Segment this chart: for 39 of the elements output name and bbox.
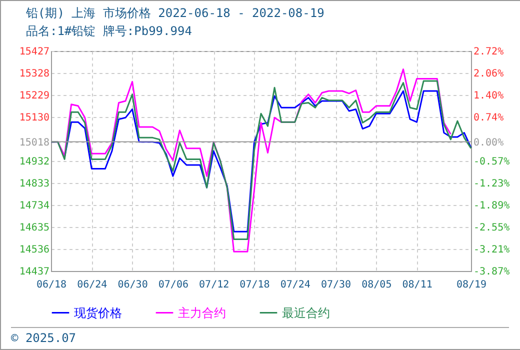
- y-tick-label: 15328: [19, 68, 50, 80]
- y2-tick-label: -3.87%: [474, 266, 510, 278]
- chart-title: 铅(期) 上海 市场价格 2022-06-18 - 2022-08-19: [25, 6, 324, 20]
- x-tick-label: 07/12: [199, 280, 230, 290]
- chart-subtitle: 品名:1#铅锭 牌号:Pb99.994: [26, 24, 192, 38]
- y-tick-label: 14437: [19, 266, 50, 278]
- x-tick-label: 07/06: [158, 280, 188, 290]
- y2-tick-label: 0.74%: [474, 112, 504, 124]
- x-tick-label: 07/18: [240, 280, 270, 290]
- text: © 2025.07: [11, 331, 76, 345]
- y2-tick-label: -1.89%: [474, 200, 510, 212]
- y-tick-label: 14734: [19, 200, 50, 212]
- x-tick-label: 06/24: [77, 280, 108, 290]
- y2-tick-label: 2.06%: [474, 68, 504, 80]
- legend-label: 最近合约: [282, 306, 330, 320]
- y-tick-label: 14833: [19, 178, 50, 190]
- x-tick-label: 07/24: [280, 280, 310, 290]
- y2-tick-label: -3.21%: [474, 244, 510, 256]
- y2-tick-label: -2.55%: [474, 222, 510, 234]
- y2-tick-label: -1.23%: [474, 178, 510, 190]
- x-tick-label: 07/30: [320, 280, 352, 290]
- y-tick-label: 14536: [19, 244, 50, 256]
- y2-tick-label: -0.57%: [474, 156, 510, 168]
- y-tick-label: 15427: [19, 46, 50, 58]
- x-tick-label: 08/19: [456, 280, 487, 290]
- y2-tick-label: 0.00%: [474, 137, 504, 148]
- y-tick-label: 14932: [19, 156, 50, 168]
- legend-label: 现货价格: [74, 306, 122, 320]
- y2-tick-label: 1.40%: [474, 90, 504, 102]
- y-tick-label: 15018: [19, 137, 50, 148]
- y2-tick-label: 2.72%: [474, 46, 504, 58]
- y-tick-label: 14635: [19, 222, 50, 234]
- legend-label: 主力合约: [178, 306, 226, 320]
- y-tick-label: 15229: [19, 90, 50, 102]
- y-tick-label: 15130: [19, 112, 50, 124]
- x-tick-label: 06/18: [36, 280, 67, 290]
- x-tick-label: 08/05: [362, 280, 392, 290]
- x-tick-label: 08/11: [402, 280, 432, 290]
- x-tick-label: 06/30: [118, 280, 148, 290]
